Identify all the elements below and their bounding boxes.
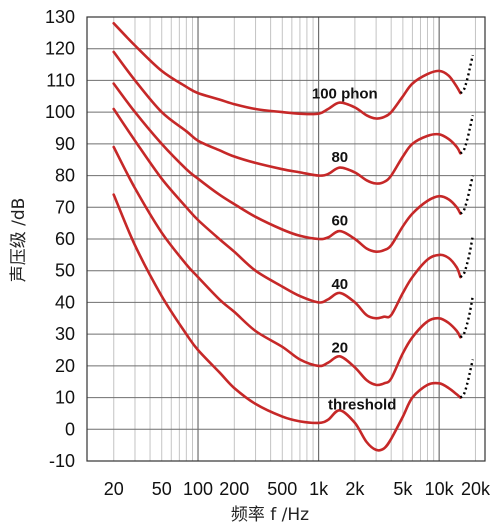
curve-label-80: 80 xyxy=(331,149,348,166)
curve-threshold xyxy=(112,193,462,452)
y-tick-label: 80 xyxy=(55,166,75,186)
y-tick-label: 110 xyxy=(46,70,75,90)
curve-extension-80 xyxy=(459,115,474,155)
y-tick-label: -10 xyxy=(49,451,75,471)
y-tick-label: 130 xyxy=(45,7,75,27)
y-tick-label: 30 xyxy=(55,324,75,344)
curve-extension-60 xyxy=(459,175,474,215)
curve-labels: threshold 20 40 60 80 100 phon xyxy=(312,86,396,414)
grid xyxy=(87,16,485,462)
curve-80 xyxy=(112,50,462,185)
curves xyxy=(112,22,474,452)
y-tick-label: 120 xyxy=(45,39,75,59)
curve-20 xyxy=(112,145,462,387)
plot-frame xyxy=(86,16,486,462)
y-tick-label: 100 xyxy=(45,102,75,122)
y-tick-label: 20 xyxy=(55,356,75,376)
x-tick-label: 2k xyxy=(345,479,365,499)
y-tick-label: 70 xyxy=(55,197,75,217)
curve-label-60: 60 xyxy=(331,212,348,229)
curve-extension-100-phon xyxy=(459,54,474,95)
y-tick-label: 60 xyxy=(55,229,75,249)
y-axis-title: 声压级 /dB xyxy=(9,198,29,283)
x-tick-label: 1k xyxy=(309,479,329,499)
x-tick-label: 5k xyxy=(393,479,413,499)
x-tick-label: 200 xyxy=(219,479,249,499)
x-axis-title: 频率 f /Hz xyxy=(231,505,309,525)
y-tick-label: 50 xyxy=(55,261,75,281)
y-tick-label: 90 xyxy=(55,134,75,154)
y-tick-label: 0 xyxy=(65,419,75,439)
y-tick-label: 10 xyxy=(55,388,75,408)
x-tick-label: 50 xyxy=(152,479,172,499)
y-tick-label: 40 xyxy=(55,292,75,312)
x-tick-labels: 20 50 100 200 500 1k 2k 5k 10k 20k xyxy=(104,479,491,499)
curve-label-20: 20 xyxy=(331,339,348,356)
curve-label-100-phon: 100 phon xyxy=(312,86,378,103)
x-tick-label: 10k xyxy=(425,479,455,499)
y-tick-labels: -10 0 10 20 30 40 50 60 70 80 90 100 110 120 130 xyxy=(45,7,75,471)
curve-extension-threshold xyxy=(459,359,474,399)
x-tick-label: 20k xyxy=(461,479,491,499)
x-tick-label: 500 xyxy=(267,479,297,499)
curve-label-40: 40 xyxy=(331,276,348,293)
curve-40 xyxy=(112,107,462,320)
curve-100-phon xyxy=(112,22,462,120)
curve-label-threshold: threshold xyxy=(328,396,396,413)
curve-60 xyxy=(112,82,462,254)
x-tick-label: 100 xyxy=(183,479,213,499)
x-tick-label: 20 xyxy=(104,479,124,499)
